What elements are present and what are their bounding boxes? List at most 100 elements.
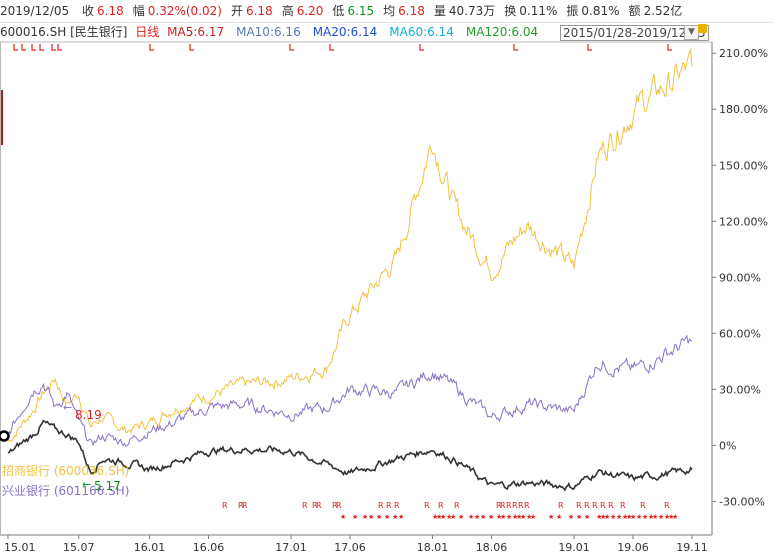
- star-marker: ★: [488, 513, 494, 521]
- event-marker: [149, 44, 154, 51]
- quote-item-label: 收: [82, 4, 95, 18]
- quote-item: 开 6.18: [231, 0, 273, 22]
- date-range-box[interactable]: 2015/01/28-2019/12/05: [559, 24, 709, 41]
- r-marker: R: [438, 501, 444, 510]
- star-marker: ★: [516, 513, 522, 521]
- y-tick-label: 120.00%: [719, 215, 768, 228]
- quote-item-value: 6.18: [245, 4, 273, 18]
- star-marker: ★: [474, 513, 480, 521]
- quote-item-label: 换: [504, 4, 517, 18]
- star-marker: ★: [668, 513, 674, 521]
- star-marker: ★: [630, 513, 636, 521]
- event-marker: [51, 44, 56, 51]
- y-tick-label: 30.00%: [719, 383, 761, 396]
- ma-items: MA5:6.17 MA10:6.16 MA20:6.14 MA60:6.14 MA120…: [167, 22, 550, 42]
- star-marker: ★: [664, 513, 670, 521]
- star-marker: ★: [626, 513, 632, 521]
- r-marker: R: [302, 501, 308, 510]
- event-marker: [513, 44, 518, 51]
- r-marker: R: [496, 501, 502, 510]
- stock-code: 600016.SH: [0, 25, 67, 39]
- quote-item-value: 0.32%(0.02): [147, 4, 222, 18]
- quote-item-label: 量: [433, 4, 446, 18]
- star-marker: ★: [446, 513, 452, 521]
- star-marker: ★: [658, 513, 664, 521]
- r-marker: R: [316, 501, 322, 510]
- event-marker: [13, 44, 18, 51]
- star-marker: ★: [480, 513, 486, 521]
- r-marker: R: [242, 501, 248, 510]
- r-marker: R: [312, 501, 318, 510]
- star-marker: ★: [672, 513, 678, 521]
- r-marker: R: [386, 501, 392, 510]
- quote-item-value: 6.18: [97, 4, 124, 18]
- event-marker: [667, 44, 672, 51]
- event-marker: [21, 44, 26, 51]
- star-marker: ★: [512, 513, 518, 521]
- quote-item-value: 40.73万: [448, 4, 496, 18]
- star-marker: ★: [392, 513, 398, 521]
- quote-item-label: 均: [383, 4, 396, 18]
- x-tick-label: 15.01: [4, 541, 36, 554]
- r-marker: R: [664, 501, 670, 510]
- star-marker: ★: [600, 513, 606, 521]
- r-marker: R: [592, 501, 598, 510]
- lock-icon: [698, 24, 707, 33]
- r-marker: R: [238, 501, 244, 510]
- series-line-1: [7, 47, 693, 442]
- series-label-cib: 兴业银行 (601166.SH): [2, 484, 129, 498]
- period-label[interactable]: 日线: [135, 25, 160, 39]
- star-marker: ★: [610, 513, 616, 521]
- ma-value: MA120:6.04: [465, 25, 539, 39]
- collapse-indicator-button[interactable]: ▼: [684, 25, 699, 40]
- ma-value: MA20:6.14: [312, 25, 378, 39]
- quote-item: 幅 0.32%(0.02): [133, 0, 222, 22]
- star-marker: ★: [652, 513, 658, 521]
- star-marker: ★: [576, 513, 582, 521]
- quote-item-label: 额: [628, 4, 641, 18]
- quote-item: 振 0.81%: [566, 0, 619, 22]
- r-marker: R: [608, 501, 614, 510]
- x-tick-label: 17.06: [334, 541, 366, 554]
- star-marker: ★: [648, 513, 654, 521]
- star-marker: ★: [376, 513, 382, 521]
- r-marker: R: [336, 501, 342, 510]
- r-marker: R: [518, 501, 524, 510]
- r-marker: R: [524, 501, 530, 510]
- r-marker: R: [512, 501, 518, 510]
- event-marker: [189, 44, 194, 51]
- series-line-0: [7, 419, 693, 492]
- x-tick-label: 19.11: [676, 541, 708, 554]
- event-marker: [289, 44, 294, 51]
- y-axis: 210.00% 180.00% 150.00% 120.00% 90.00% 60.00%…: [712, 47, 768, 508]
- quote-bar: 2019/12/05 收 6.18 幅 0.32%(0.02) 开 6.18 高 6.20 低 6…: [0, 0, 773, 23]
- quote-item-value: 6.18: [398, 4, 425, 18]
- event-marker: [39, 44, 44, 51]
- x-tick-label: 15.07: [63, 541, 95, 554]
- x-tick-label: 18.01: [417, 541, 449, 554]
- star-marker: ★: [368, 513, 374, 521]
- x-tick-label: 17.01: [275, 541, 307, 554]
- quote-item: 收 6.18: [82, 0, 124, 22]
- r-marker: R: [332, 501, 338, 510]
- quote-item: 额 2.52亿: [629, 0, 683, 22]
- star-marker: ★: [596, 513, 602, 521]
- quote-item-value: 0.81%: [581, 4, 620, 18]
- quote-item-value: 6.15: [347, 4, 375, 18]
- star-marker: ★: [362, 513, 368, 521]
- star-marker: ★: [642, 513, 648, 521]
- star-marker: ★: [636, 513, 642, 521]
- x-tick-label: 18.06: [476, 541, 508, 554]
- quote-item: 换 0.11%: [504, 0, 557, 22]
- star-marker: ★: [458, 513, 464, 521]
- star-marker: ★: [440, 513, 446, 521]
- x-tick-label: 16.06: [193, 541, 225, 554]
- r-marker: R: [222, 501, 228, 510]
- left-scroll-marker: [1, 90, 3, 145]
- crosshair-dot[interactable]: [0, 430, 10, 442]
- ma-value: MA5:6.17: [167, 25, 225, 39]
- x-tick-label: 16.01: [134, 541, 166, 554]
- arrow-glyph-high: ←: [63, 401, 72, 414]
- x-tick-label: 19.01: [558, 541, 590, 554]
